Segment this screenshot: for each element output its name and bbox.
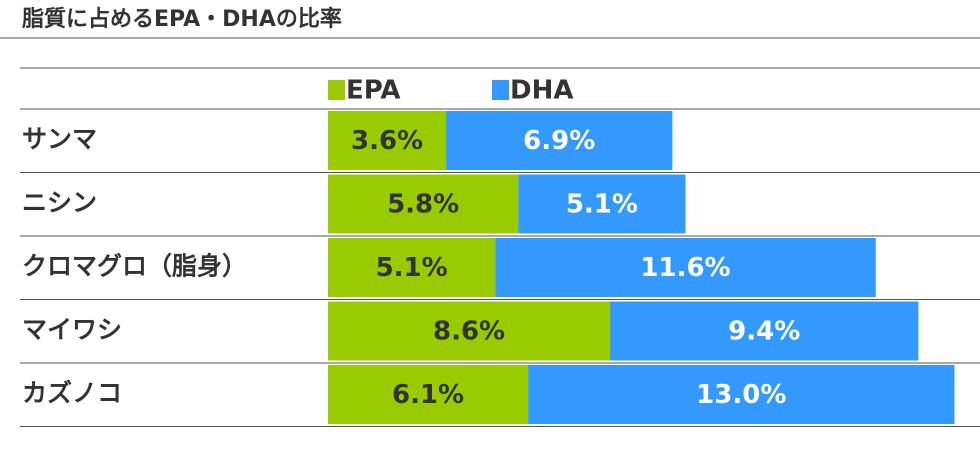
- value-label: 6.9%: [523, 126, 595, 156]
- value-label: 13.0%: [696, 380, 786, 410]
- legend-label: EPA: [346, 76, 401, 106]
- category-label: クロマグロ（脂身）: [22, 252, 247, 281]
- bar-segment: [528, 365, 955, 424]
- value-label: 5.1%: [566, 190, 638, 220]
- legend-label: DHA: [510, 76, 573, 106]
- bar-segment: [328, 174, 519, 234]
- legend-swatch: [492, 80, 509, 100]
- value-label: 3.6%: [351, 126, 423, 156]
- legend-swatch: [328, 80, 345, 100]
- value-label: 6.1%: [392, 380, 464, 410]
- bar-segment: [518, 174, 686, 234]
- category-label: カズノコ: [22, 379, 122, 408]
- bar-segment: [328, 301, 611, 361]
- chart-title: 脂質に占めるEPA・DHAの比率: [22, 6, 342, 32]
- bar-segment: [328, 111, 447, 170]
- category-label: マイワシ: [22, 315, 122, 344]
- bar-segment: [446, 111, 673, 170]
- category-label: サンマ: [22, 125, 97, 154]
- value-label: 5.8%: [387, 190, 459, 220]
- value-label: 5.1%: [376, 253, 448, 283]
- bar-segment: [328, 238, 496, 297]
- bar-segment: [610, 301, 919, 361]
- value-label: 8.6%: [433, 317, 505, 347]
- category-label: ニシン: [22, 188, 97, 217]
- value-label: 11.6%: [640, 253, 730, 283]
- value-label: 9.4%: [728, 317, 800, 347]
- bar-segment: [495, 238, 876, 297]
- bar-segment: [328, 365, 529, 424]
